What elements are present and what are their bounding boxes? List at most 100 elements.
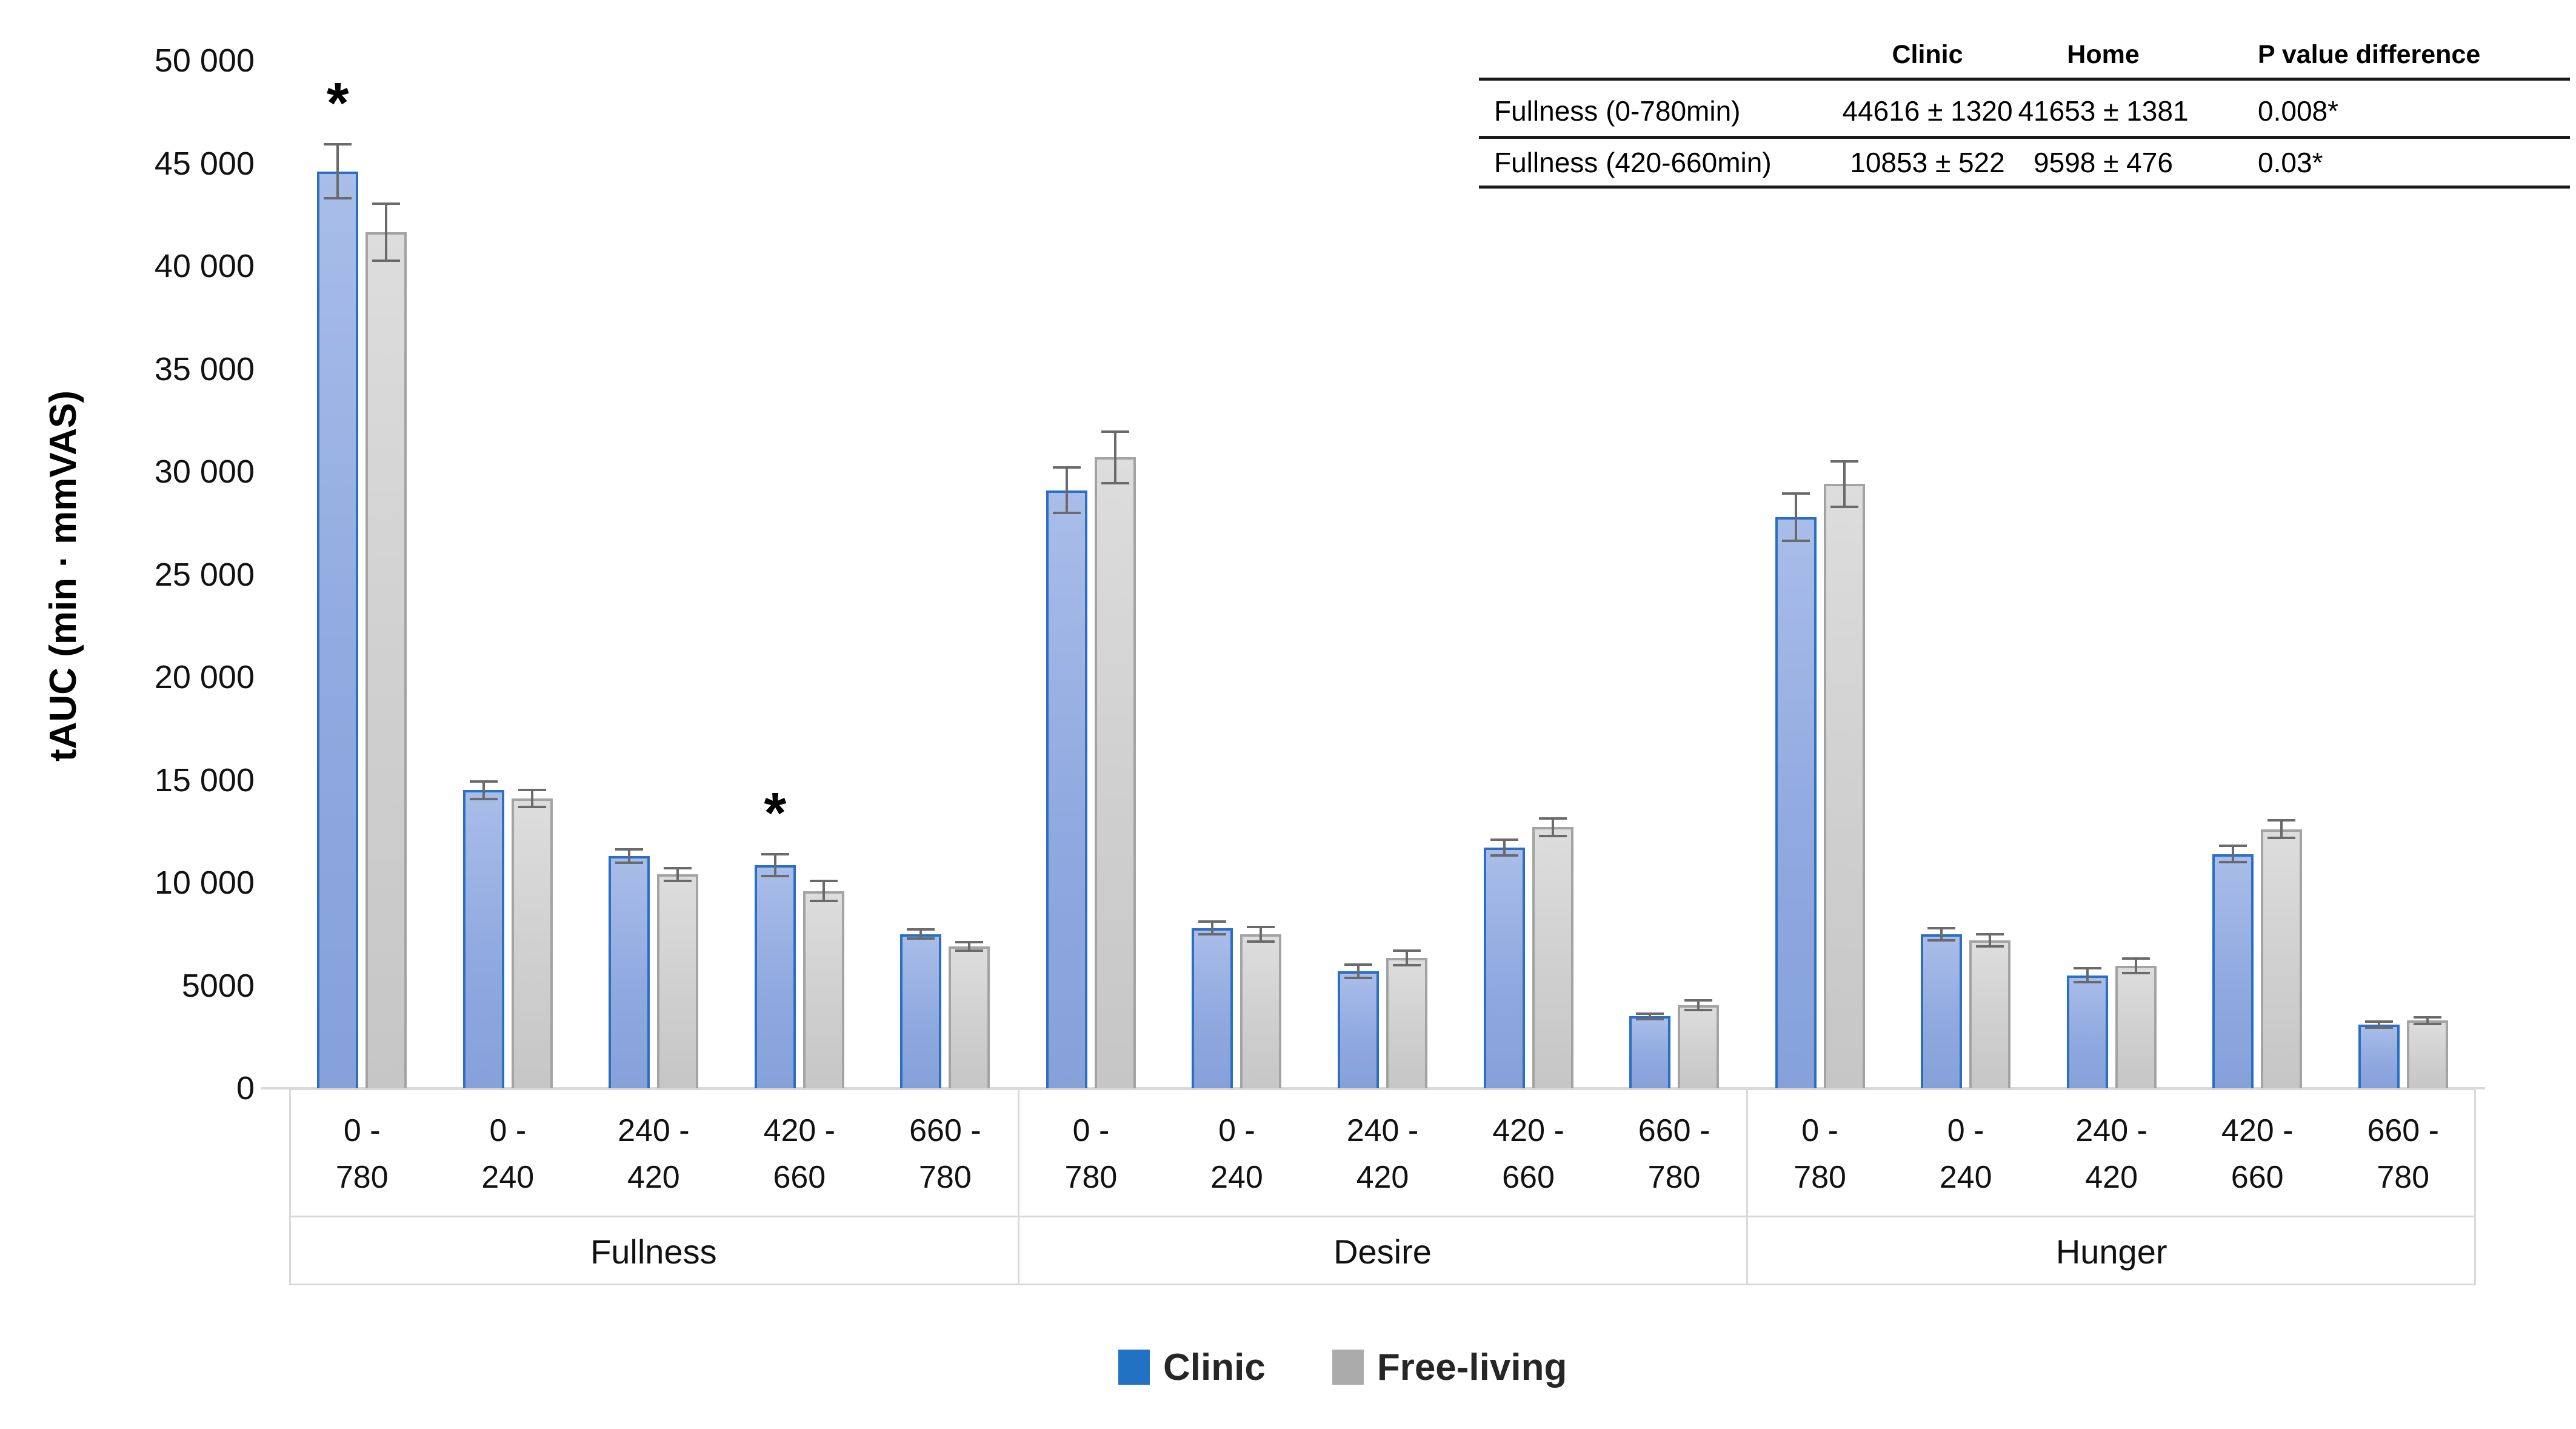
- bar-free-living-hunger-0-240: [1969, 940, 2011, 1088]
- clinic-legend-swatch-icon: [1118, 1350, 1150, 1385]
- error-bar: [907, 937, 935, 940]
- error-bar: [664, 880, 692, 883]
- error-bar: [1538, 835, 1567, 838]
- error-bar: [385, 204, 388, 261]
- error-bar: [1927, 926, 1956, 929]
- error-bar: [2219, 845, 2247, 848]
- error-bar: [1393, 963, 1421, 966]
- category-label: 660 -: [909, 1113, 981, 1148]
- error-bar: [1697, 1000, 1700, 1010]
- error-bar: [615, 861, 644, 864]
- category-label: 0 -: [1072, 1113, 1110, 1148]
- bar-clinic-fullness-660-780: [900, 934, 942, 1088]
- category-label: 420 -: [763, 1113, 836, 1148]
- error-bar: [1344, 976, 1372, 979]
- error-bar: [955, 941, 984, 944]
- error-bar: [1976, 933, 2004, 936]
- error-bar: [1781, 492, 1810, 495]
- bar-free-living-fullness-0-240: [511, 798, 553, 1088]
- error-bar: [1989, 934, 1992, 946]
- category-label: 240: [481, 1160, 535, 1195]
- bar-clinic-hunger-240-420: [2066, 975, 2108, 1088]
- error-bar: [2364, 1020, 2393, 1023]
- bar-clinic-hunger-420-660: [2212, 854, 2254, 1088]
- category-label: 0 -: [1947, 1113, 1984, 1148]
- y-tick-label: 5000: [181, 967, 255, 1004]
- bar-free-living-desire-660-780: [1678, 1005, 1720, 1088]
- error-bar: [809, 899, 838, 902]
- error-bar: [1684, 1008, 1713, 1011]
- error-bar: [1344, 963, 1372, 966]
- bar-clinic-desire-0-240: [1192, 928, 1233, 1088]
- error-bar: [1052, 511, 1081, 514]
- error-bar: [2413, 1016, 2441, 1019]
- error-bar: [1260, 926, 1263, 942]
- error-bar: [2426, 1017, 2429, 1024]
- error-bar: [482, 781, 485, 799]
- bar-clinic-hunger-0-240: [1921, 934, 1963, 1088]
- bar-free-living-fullness-240-420: [657, 874, 699, 1088]
- error-bar: [1503, 840, 1506, 856]
- table-rule: [1479, 186, 2570, 189]
- bar-clinic-fullness-0-240: [462, 790, 504, 1088]
- table-cell-clinic: 10853 ± 522: [1850, 147, 2005, 178]
- category-label: 780: [1064, 1160, 1118, 1195]
- category-label: 780: [919, 1160, 972, 1195]
- error-bar: [518, 806, 546, 809]
- error-bar: [1830, 505, 1858, 508]
- error-bar: [1636, 1017, 1664, 1020]
- error-bar: [1927, 939, 1956, 942]
- category-label: 240 -: [2075, 1113, 2147, 1148]
- error-bar: [469, 780, 498, 783]
- error-bar: [1052, 466, 1081, 469]
- error-bar: [1940, 928, 1943, 940]
- bar-free-living-desire-0-780: [1094, 457, 1136, 1088]
- error-bar: [809, 880, 838, 883]
- error-bar: [2232, 846, 2235, 862]
- error-bar: [1101, 430, 1129, 433]
- error-bar: [676, 868, 679, 882]
- error-bar: [530, 789, 533, 808]
- error-bar: [1247, 925, 1275, 928]
- category-label: 0 -: [489, 1113, 527, 1148]
- y-tick-label: 10 000: [154, 865, 255, 901]
- category-label: 660: [1502, 1160, 1555, 1195]
- error-bar: [324, 142, 352, 146]
- error-bar: [1794, 493, 1797, 541]
- error-bar: [1490, 854, 1518, 857]
- error-bar: [1636, 1012, 1664, 1015]
- group-label-desire: Desire: [1333, 1233, 1432, 1271]
- legend-item-clinic: Clinic: [1118, 1346, 1266, 1389]
- error-bar: [518, 788, 546, 791]
- category-label: 0 -: [1801, 1113, 1838, 1148]
- bar-free-living-fullness-0-780: [365, 232, 407, 1088]
- table-cell-home: 41653 ± 1381: [2018, 95, 2189, 127]
- error-bar: [2413, 1022, 2441, 1025]
- y-tick-label: 40 000: [154, 248, 255, 284]
- error-bar: [1830, 460, 1858, 463]
- legend-item-free-living: Free-living: [1332, 1346, 1567, 1389]
- legend: Clinic Free-living: [1118, 1334, 1567, 1401]
- error-bar: [1490, 838, 1518, 842]
- bar-clinic-desire-420-660: [1483, 848, 1525, 1088]
- table-row-label: Fullness (420-660min): [1494, 147, 1772, 178]
- error-bar: [1976, 945, 2004, 948]
- bar-free-living-fullness-660-780: [949, 946, 990, 1088]
- error-bar: [1684, 999, 1713, 1002]
- error-bar: [1393, 949, 1421, 952]
- group-divider-line: [1746, 1088, 1749, 1285]
- error-bar: [615, 848, 644, 851]
- bar-free-living-desire-0-240: [1240, 934, 1282, 1088]
- group-label-hunger: Hunger: [2055, 1233, 2167, 1271]
- error-bar: [1781, 539, 1810, 542]
- error-bar: [2267, 837, 2296, 840]
- table-header-p-value: P value difference: [2258, 40, 2481, 69]
- category-label: 660 -: [2367, 1113, 2439, 1148]
- error-bar: [2121, 972, 2150, 975]
- error-bar: [324, 197, 352, 200]
- error-bar: [1649, 1013, 1652, 1019]
- significance-asterisk: *: [326, 70, 349, 135]
- error-bar: [2364, 1026, 2393, 1029]
- error-bar: [2073, 967, 2101, 970]
